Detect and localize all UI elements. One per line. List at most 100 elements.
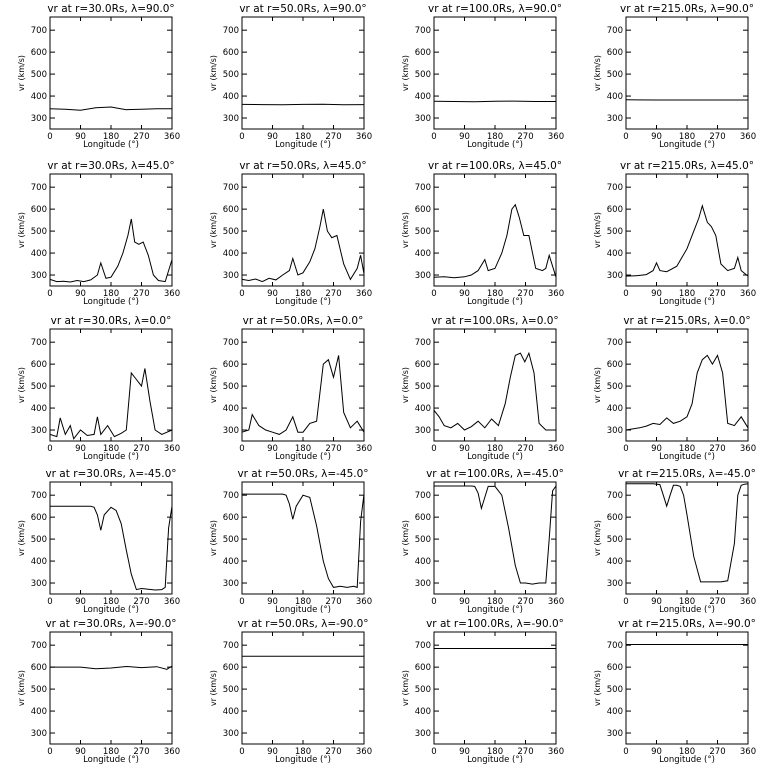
y-axis-label: vr (km/s) bbox=[401, 670, 410, 706]
y-tick-label: 300 bbox=[31, 426, 47, 436]
panel-title: vr at r=50.0Rs, λ=90.0° bbox=[239, 3, 366, 15]
y-axis-label: vr (km/s) bbox=[209, 212, 218, 248]
x-axis-label: Longitude (°) bbox=[275, 755, 331, 765]
y-tick-label: 600 bbox=[223, 513, 239, 523]
x-tick-label: 90 bbox=[75, 132, 86, 142]
y-tick-label: 500 bbox=[31, 535, 47, 545]
plot-frame bbox=[625, 631, 749, 745]
y-axis-label: vr (km/s) bbox=[17, 520, 26, 556]
x-tick-label: 360 bbox=[548, 132, 564, 142]
x-tick-label: 360 bbox=[164, 289, 180, 299]
y-tick-label: 300 bbox=[415, 114, 431, 124]
y-tick-label: 400 bbox=[31, 557, 47, 567]
panel-15: vr at r=100.0Rs, λ=-45.0° 0 90 180 270 360 300… bbox=[401, 468, 564, 615]
y-tick-label: 400 bbox=[31, 249, 47, 259]
panel-13: vr at r=30.0Rs, λ=-45.0° 0 90 180 270 360 300 4… bbox=[17, 468, 180, 615]
y-tick-label: 500 bbox=[607, 535, 623, 545]
panel-18: vr at r=50.0Rs, λ=-90.0° 0 90 180 270 360 300 4… bbox=[209, 618, 372, 765]
y-axis-label: vr (km/s) bbox=[17, 212, 26, 248]
y-tick-label: 400 bbox=[223, 557, 239, 567]
x-tick-label: 360 bbox=[356, 289, 372, 299]
y-tick-label: 600 bbox=[415, 360, 431, 370]
x-tick-label: 90 bbox=[267, 132, 278, 142]
panel-title: vr at r=100.0Rs, λ=45.0° bbox=[428, 160, 562, 172]
x-tick-label: 0 bbox=[623, 289, 628, 299]
x-tick-label: 90 bbox=[75, 444, 86, 454]
x-axis-label: Longitude (°) bbox=[467, 140, 523, 150]
series-line bbox=[434, 485, 557, 585]
panel-2: vr at r=50.0Rs, λ=90.0° 0 90 180 270 360 300 40… bbox=[209, 3, 372, 150]
x-tick-label: 90 bbox=[651, 444, 662, 454]
y-tick-label: 600 bbox=[31, 663, 47, 673]
panel-10: vr at r=50.0Rs, λ=0.0° 0 90 180 270 360 300 400… bbox=[209, 315, 372, 462]
y-tick-label: 500 bbox=[31, 70, 47, 80]
x-tick-label: 180 bbox=[103, 747, 119, 757]
series-line bbox=[625, 354, 749, 431]
plot-frame bbox=[433, 328, 557, 442]
y-tick-label: 600 bbox=[607, 663, 623, 673]
y-tick-label: 600 bbox=[415, 513, 431, 523]
x-tick-label: 270 bbox=[325, 597, 341, 607]
y-tick-label: 300 bbox=[415, 271, 431, 281]
y-tick-label: 500 bbox=[607, 70, 623, 80]
y-tick-label: 300 bbox=[607, 114, 623, 124]
y-tick-label: 300 bbox=[415, 729, 431, 739]
y-tick-label: 500 bbox=[415, 227, 431, 237]
x-tick-label: 270 bbox=[517, 747, 533, 757]
y-tick-label: 600 bbox=[31, 360, 47, 370]
panel-20: vr at r=215.0Rs, λ=-90.0° 0 90 180 270 360 300… bbox=[593, 618, 756, 765]
series-line bbox=[49, 368, 173, 440]
y-tick-label: 700 bbox=[223, 641, 239, 651]
y-tick-label: 700 bbox=[223, 26, 239, 36]
series-line bbox=[433, 203, 557, 279]
y-axis-label: vr (km/s) bbox=[17, 55, 26, 91]
panel-title: vr at r=50.0Rs, λ=-90.0° bbox=[237, 618, 368, 630]
series-line bbox=[433, 100, 556, 103]
x-tick-label: 180 bbox=[679, 132, 695, 142]
panel-title: vr at r=100.0Rs, λ=0.0° bbox=[431, 315, 558, 327]
series-line bbox=[241, 103, 365, 106]
y-tick-label: 300 bbox=[223, 729, 239, 739]
x-tick-label: 0 bbox=[47, 132, 52, 142]
y-tick-label: 300 bbox=[223, 114, 239, 124]
plot-frame bbox=[433, 481, 557, 595]
plot-frame bbox=[49, 631, 173, 745]
plot-frame bbox=[49, 173, 173, 287]
y-axis-label: vr (km/s) bbox=[17, 367, 26, 403]
panel-title: vr at r=100.0Rs, λ=90.0° bbox=[428, 3, 562, 15]
x-tick-label: 270 bbox=[133, 289, 149, 299]
series-line bbox=[50, 505, 173, 591]
x-tick-label: 180 bbox=[487, 444, 503, 454]
y-tick-label: 400 bbox=[415, 249, 431, 259]
panel-title: vr at r=215.0Rs, λ=-45.0° bbox=[618, 468, 756, 480]
x-tick-label: 180 bbox=[295, 597, 311, 607]
series-line bbox=[242, 493, 365, 589]
panel-5: vr at r=30.0Rs, λ=45.0° 0 90 180 270 360 300 40… bbox=[17, 160, 180, 307]
plot-frame bbox=[433, 16, 557, 130]
x-axis-label: Longitude (°) bbox=[83, 452, 139, 462]
x-axis-label: Longitude (°) bbox=[467, 605, 523, 615]
y-tick-label: 700 bbox=[415, 641, 431, 651]
panel-19: vr at r=100.0Rs, λ=-90.0° 0 90 180 270 360 300… bbox=[401, 618, 564, 765]
x-tick-label: 360 bbox=[356, 597, 372, 607]
y-axis-label: vr (km/s) bbox=[401, 212, 410, 248]
series-line bbox=[49, 106, 172, 111]
panel-16: vr at r=215.0Rs, λ=-45.0° 0 90 180 270 360 300… bbox=[593, 468, 756, 615]
x-tick-label: 360 bbox=[740, 132, 756, 142]
x-tick-label: 90 bbox=[459, 597, 470, 607]
x-tick-label: 270 bbox=[325, 132, 341, 142]
y-axis-label: vr (km/s) bbox=[593, 367, 602, 403]
y-tick-label: 400 bbox=[607, 92, 623, 102]
x-tick-label: 90 bbox=[267, 444, 278, 454]
y-tick-label: 500 bbox=[223, 70, 239, 80]
y-axis-label: vr (km/s) bbox=[401, 520, 410, 556]
x-tick-label: 180 bbox=[295, 132, 311, 142]
y-tick-label: 600 bbox=[31, 205, 47, 215]
x-tick-label: 360 bbox=[548, 289, 564, 299]
y-tick-label: 500 bbox=[607, 227, 623, 237]
x-tick-label: 180 bbox=[679, 597, 695, 607]
panel-9: vr at r=30.0Rs, λ=0.0° 0 90 180 270 360 300 400… bbox=[17, 315, 180, 462]
y-tick-label: 300 bbox=[607, 579, 623, 589]
x-tick-label: 180 bbox=[487, 132, 503, 142]
x-tick-label: 90 bbox=[75, 289, 86, 299]
